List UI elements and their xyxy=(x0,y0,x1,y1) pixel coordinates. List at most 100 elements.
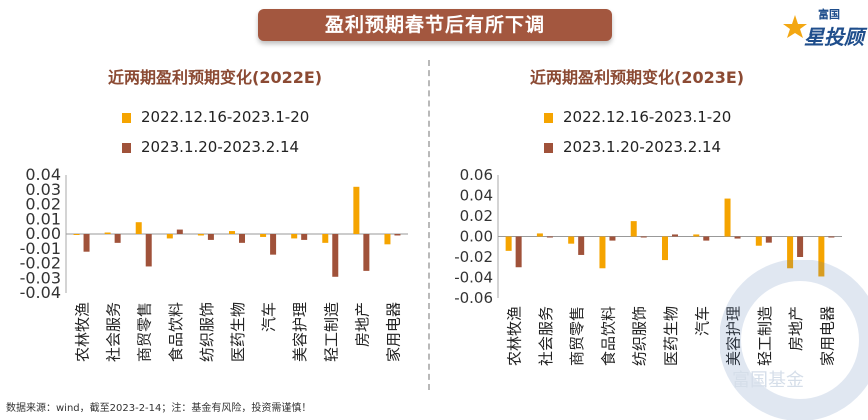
x-tick-label: 美容护理 xyxy=(725,306,743,366)
chart-title-left: 近两期盈利预期变化(2022E) xyxy=(108,68,323,87)
bar-series2 xyxy=(672,234,678,237)
y-tick-label: 0.01 xyxy=(25,209,61,228)
bar-series1 xyxy=(599,236,606,269)
bar-series1 xyxy=(322,234,329,243)
y-tick-label: -0.03 xyxy=(20,268,61,287)
bar-series2 xyxy=(207,234,214,240)
bar-series2 xyxy=(363,234,370,271)
bar-series2 xyxy=(797,236,804,257)
bar-series2 xyxy=(239,234,245,243)
bar-series2 xyxy=(301,234,308,240)
bar-series2 xyxy=(765,236,772,243)
x-tick-label: 美容护理 xyxy=(291,302,309,362)
bar-series1 xyxy=(104,232,111,234)
legend-item: 2022.12.16-2023.1-20 xyxy=(544,102,731,132)
legend-label: 2023.1.20-2023.2.14 xyxy=(563,138,722,156)
bar-series2 xyxy=(828,236,835,238)
bar-series1 xyxy=(630,221,637,237)
legend-item: 2023.1.20-2023.2.14 xyxy=(122,132,309,162)
x-tick-label: 农林牧渔 xyxy=(506,306,524,366)
y-tick-label: -0.04 xyxy=(20,283,61,302)
legend-swatch-series2 xyxy=(544,142,553,153)
y-tick-label: 0.03 xyxy=(25,180,61,199)
bar-series2 xyxy=(515,236,522,268)
watermark-text: 富国基金 xyxy=(732,370,804,391)
bar-series2 xyxy=(114,234,121,243)
y-tick-label: 0.06 xyxy=(460,166,493,184)
bar-series2 xyxy=(270,234,277,255)
brand-logo: 富国 星投顾 xyxy=(782,4,866,49)
bar-series2 xyxy=(546,236,553,238)
bar-series1 xyxy=(384,234,391,245)
y-tick-label: 0.00 xyxy=(460,228,493,246)
bar-series2 xyxy=(609,236,616,241)
bar-series1 xyxy=(73,234,80,235)
x-tick-label: 轻工制造 xyxy=(756,306,774,366)
x-tick-label: 房地产 xyxy=(787,306,805,351)
x-tick-label: 轻工制造 xyxy=(322,302,340,362)
x-tick-label: 房地产 xyxy=(353,302,371,347)
y-tick-label: -0.01 xyxy=(20,239,61,258)
legend-label: 2022.12.16-2023.1-20 xyxy=(141,108,310,126)
bar-series1 xyxy=(166,234,173,239)
x-tick-label: 商贸零售 xyxy=(568,306,586,366)
y-tick-label: 0.04 xyxy=(460,187,493,205)
y-tick-label: -0.02 xyxy=(454,248,493,266)
y-tick-label: 0.04 xyxy=(25,165,61,184)
legend-left: 2022.12.16-2023.1-20 2023.1.20-2023.2.14 xyxy=(122,102,309,162)
x-tick-label: 商贸零售 xyxy=(136,302,154,362)
x-tick-label: 医药生物 xyxy=(662,306,680,366)
star-icon xyxy=(783,15,807,38)
bar-series2 xyxy=(703,236,710,241)
x-tick-label: 社会服务 xyxy=(537,306,555,366)
x-tick-label: 社会服务 xyxy=(105,302,123,362)
chart-title-right: 近两期盈利预期变化(2023E) xyxy=(530,68,745,87)
bar-series1 xyxy=(536,233,543,237)
bar-series1 xyxy=(662,236,668,261)
bar-series2 xyxy=(176,229,183,234)
y-tick-label: -0.06 xyxy=(454,289,493,307)
y-tick-label: 0.00 xyxy=(25,224,61,243)
x-tick-label: 家用电器 xyxy=(384,302,402,362)
bar-series1 xyxy=(818,236,825,277)
page-title: 盈利预期春节后有所下调 xyxy=(324,14,545,36)
bar-series2 xyxy=(734,236,741,239)
bar-series1 xyxy=(353,186,360,234)
bar-series1 xyxy=(787,236,794,269)
legend-swatch-series1 xyxy=(544,112,553,123)
legend-right: 2022.12.16-2023.1-20 2023.1.20-2023.2.14 xyxy=(544,102,731,162)
panel-divider xyxy=(428,60,430,390)
x-tick-label: 纺织服饰 xyxy=(631,306,649,366)
y-tick-label: 0.02 xyxy=(460,207,493,225)
legend-swatch-series2 xyxy=(122,142,131,153)
bar-series2 xyxy=(578,236,585,255)
bar-series1 xyxy=(197,234,204,236)
bar-series1 xyxy=(135,222,142,234)
bar-series2 xyxy=(83,234,90,252)
footer-note: 数据来源：wind，截至2023-2-14；注：基金有风险，投资需谨慎！ xyxy=(6,403,312,414)
bar-series2 xyxy=(640,236,647,238)
bar-series1 xyxy=(568,236,575,244)
bar-series1 xyxy=(693,234,700,237)
watermark-logo: 富国基金 xyxy=(720,260,868,420)
legend-item: 2023.1.20-2023.2.14 xyxy=(544,132,731,162)
logo-main-text: 星投顾 xyxy=(804,25,864,49)
y-tick-label: -0.02 xyxy=(20,254,61,273)
bar-series2 xyxy=(145,234,152,267)
bar-series1 xyxy=(724,198,731,237)
legend-label: 2023.1.20-2023.2.14 xyxy=(141,138,300,156)
x-tick-label: 汽车 xyxy=(260,302,278,332)
bar-series1 xyxy=(291,234,298,239)
bar-series1 xyxy=(755,236,762,246)
logo-top-text: 富国 xyxy=(818,8,840,21)
page-title-banner: 盈利预期春节后有所下调 xyxy=(258,9,612,41)
bar-series1 xyxy=(260,234,267,237)
x-tick-label: 食品饮料 xyxy=(599,306,617,366)
legend-item: 2022.12.16-2023.1-20 xyxy=(122,102,309,132)
x-tick-label: 食品饮料 xyxy=(167,302,185,362)
x-tick-label: 医药生物 xyxy=(229,302,247,362)
y-tick-label: -0.04 xyxy=(454,269,493,287)
legend-label: 2022.12.16-2023.1-20 xyxy=(563,108,732,126)
